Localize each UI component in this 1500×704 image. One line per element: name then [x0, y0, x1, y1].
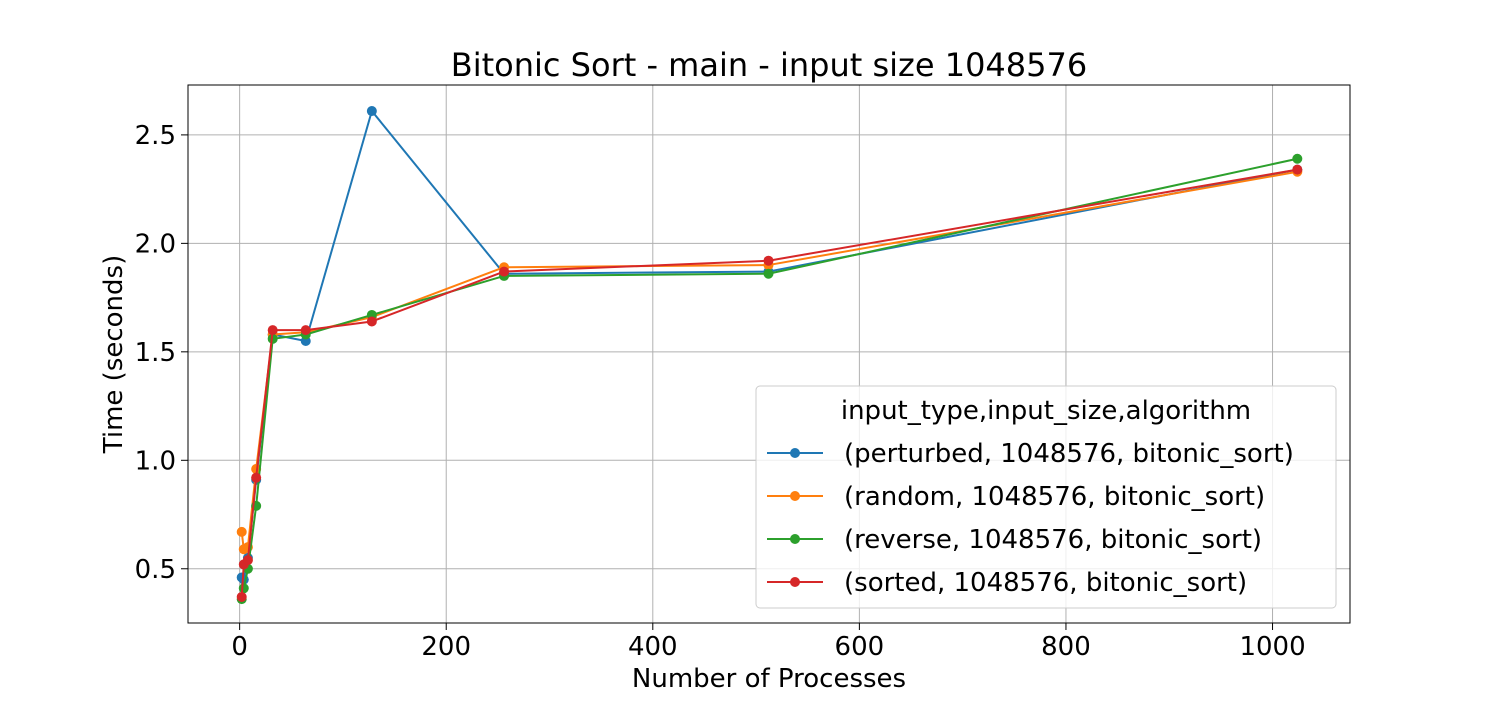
- y-tick-label: 0.5: [135, 555, 176, 585]
- legend-entry: (sorted, 1048576, bitonic_sort): [767, 568, 1247, 598]
- legend-marker: [790, 491, 800, 501]
- data-point: [267, 325, 278, 336]
- axes: 0 200 400 600 800 1000 0.5 1.0 1.5 2.0 2.5: [135, 121, 1306, 662]
- legend-box: [755, 385, 1337, 609]
- y-tick-label: 2.5: [135, 121, 176, 151]
- data-point: [366, 106, 377, 117]
- legend-entry: (perturbed, 1048576, bitonic_sort): [767, 439, 1294, 469]
- legend: input_type,input_size,algorithm (perturb…: [755, 385, 1337, 609]
- series-lines: [236, 106, 1303, 605]
- data-point: [763, 255, 774, 266]
- legend-label: (perturbed, 1048576, bitonic_sort): [844, 439, 1294, 469]
- legend-label: (random, 1048576, bitonic_sort): [844, 482, 1265, 512]
- y-tick-label: 1.5: [135, 338, 176, 368]
- data-point: [300, 325, 311, 336]
- legend-label: (sorted, 1048576, bitonic_sort): [844, 568, 1247, 598]
- x-axis-label: Number of Processes: [632, 664, 906, 694]
- legend-marker: [790, 448, 800, 458]
- y-tick-label: 1.0: [135, 446, 176, 476]
- legend-entry: (random, 1048576, bitonic_sort): [767, 482, 1265, 512]
- y-tick-label: 2.0: [135, 229, 176, 259]
- data-point: [1292, 164, 1303, 175]
- x-tick-label: 1000: [1239, 632, 1305, 662]
- y-axis-label: Time (seconds): [99, 255, 129, 454]
- x-tick-label: 800: [1041, 632, 1091, 662]
- legend-entry: (reverse, 1048576, bitonic_sort): [767, 525, 1262, 555]
- data-point: [242, 555, 253, 566]
- data-point: [763, 268, 774, 279]
- plot-frame: [187, 84, 1351, 624]
- legend-title: input_type,input_size,algorithm: [841, 396, 1251, 426]
- data-point: [499, 266, 510, 277]
- data-point: [1292, 153, 1303, 164]
- data-point: [236, 591, 247, 602]
- series-3: [236, 164, 1303, 602]
- x-tick-label: 400: [628, 632, 678, 662]
- data-point: [238, 583, 249, 594]
- chart-title: Bitonic Sort - main - input size 1048576: [451, 46, 1087, 84]
- data-point: [251, 472, 262, 483]
- legend-marker: [790, 534, 800, 544]
- data-point: [236, 526, 247, 537]
- data-point: [366, 316, 377, 327]
- x-tick-label: 200: [421, 632, 471, 662]
- series-line: [240, 157, 1298, 600]
- x-tick-label: 0: [231, 632, 248, 662]
- legend-marker: [790, 577, 800, 587]
- legend-label: (reverse, 1048576, bitonic_sort): [844, 525, 1262, 555]
- x-tick-label: 600: [835, 632, 885, 662]
